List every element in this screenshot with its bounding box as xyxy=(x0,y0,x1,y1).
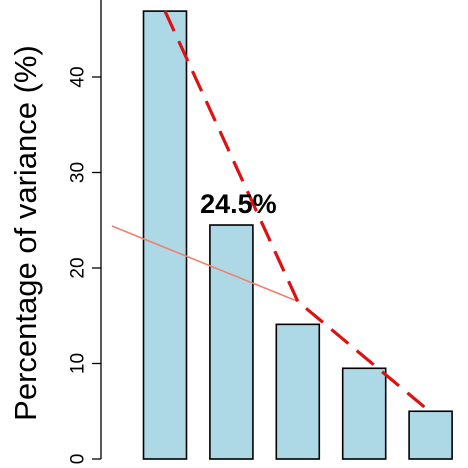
bar xyxy=(341,367,387,460)
y-tick-label: 40 xyxy=(68,66,89,87)
bar xyxy=(408,410,453,460)
trend-line xyxy=(111,225,299,303)
bar xyxy=(209,224,254,460)
y-tick-label: 10 xyxy=(68,353,89,374)
bar xyxy=(142,10,188,460)
y-tick-label: 20 xyxy=(68,257,89,278)
bar-annotation: 24.5% xyxy=(200,189,277,219)
fit-lines xyxy=(111,10,432,414)
y-axis: 0 10 20 30 40 xyxy=(68,0,102,465)
bars xyxy=(142,10,453,460)
elbow-line xyxy=(163,10,432,414)
y-axis-title: Percentage of variance (%) xyxy=(8,45,43,421)
bar xyxy=(275,323,321,460)
y-tick-label: 0 xyxy=(68,454,89,465)
y-tick-label: 30 xyxy=(68,162,89,183)
